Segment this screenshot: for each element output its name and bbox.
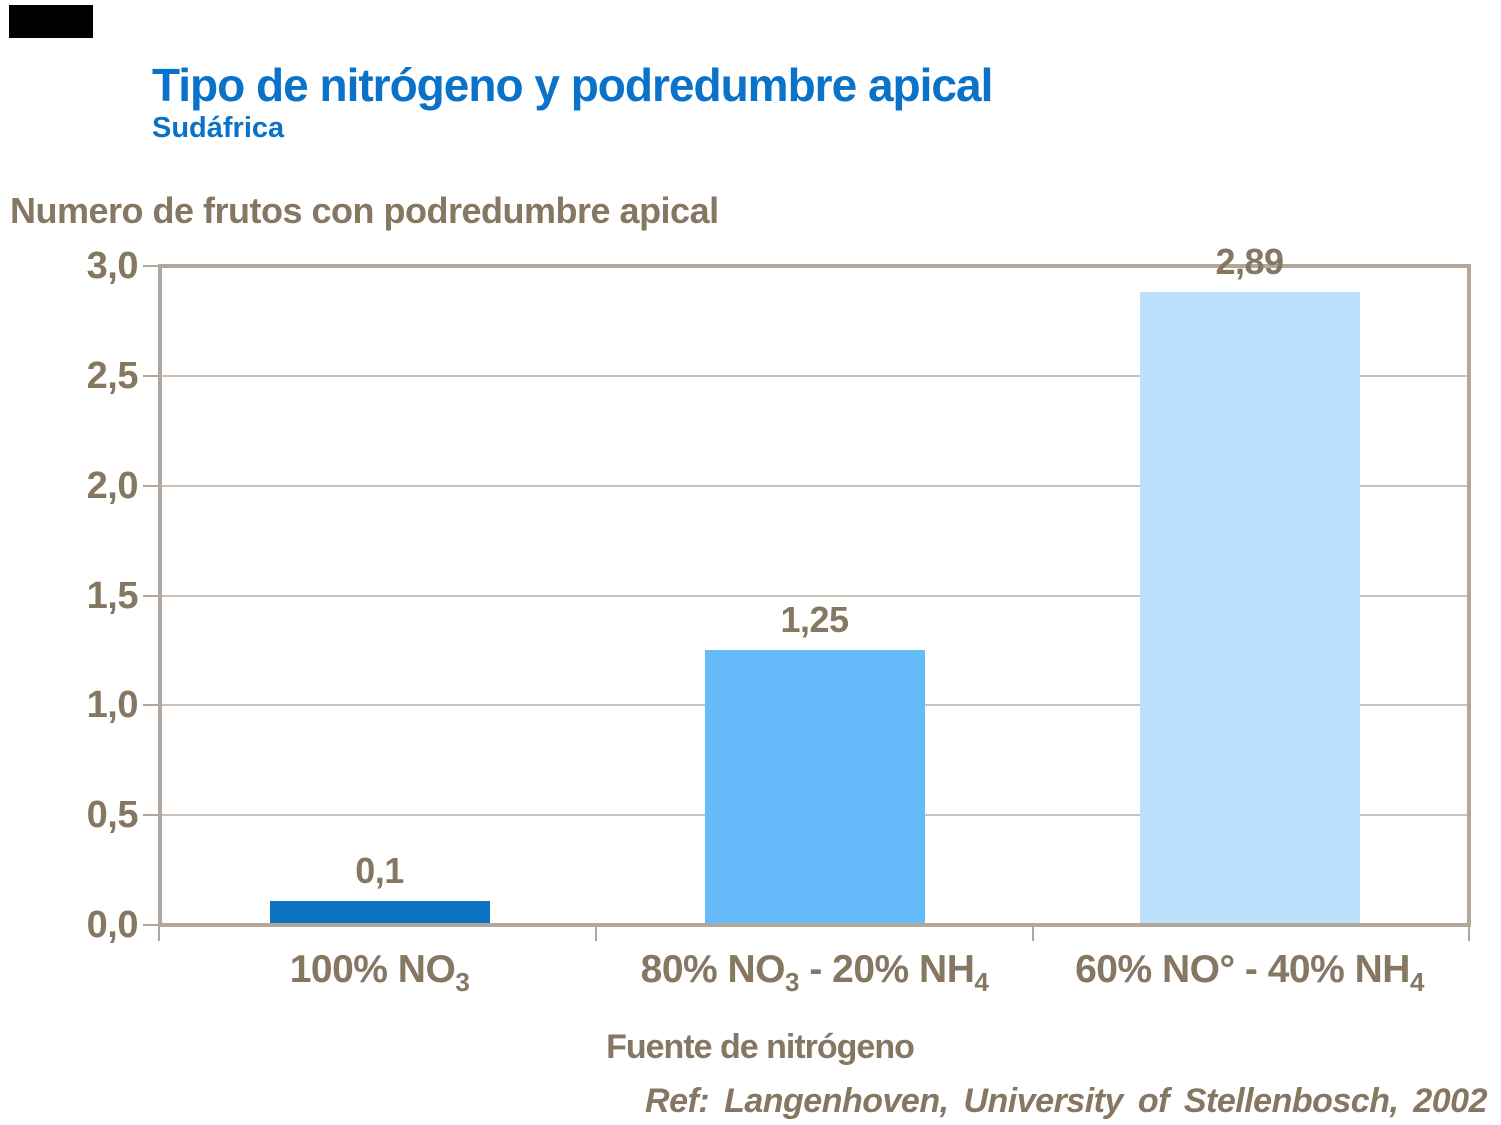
y-tick-mark: [143, 924, 158, 926]
x-category-label: 100% NO3: [162, 948, 597, 997]
y-tick-label: 2,0: [86, 464, 139, 507]
x-tick-mark: [1468, 927, 1470, 941]
x-tick-mark: [158, 927, 160, 941]
y-tick-label: 1,5: [86, 574, 139, 617]
y-axis-title: Numero de frutos con podredumbre apical: [10, 190, 719, 231]
subscript: 4: [1409, 967, 1424, 997]
chart-subtitle: Sudáfrica: [152, 112, 285, 144]
y-tick-label: 0,0: [86, 904, 139, 946]
x-category-label: 80% NO3 - 20% NH4: [597, 948, 1032, 997]
y-tick-label: 1,0: [86, 684, 139, 727]
bar: [269, 901, 490, 923]
x-category-label: 60% NO° - 40% NH4: [1032, 948, 1467, 997]
bar: [1139, 292, 1360, 923]
plot-area: [158, 264, 1471, 927]
x-axis-title: Fuente de nitrógeno: [606, 1028, 915, 1066]
bar-value-label: 1,25: [780, 599, 849, 641]
y-tick-label: 0,5: [86, 794, 139, 837]
label-text: 60% NO° - 40% NH: [1075, 948, 1410, 991]
bar-value-label: 2,89: [1215, 241, 1284, 283]
y-tick-mark: [143, 594, 158, 597]
x-tick-mark: [1032, 927, 1035, 941]
bar-value-label: 0,1: [355, 850, 404, 892]
y-tick-mark: [143, 814, 158, 817]
label-text: 80% NO: [640, 948, 786, 991]
gridline: [162, 594, 1467, 597]
gridline: [162, 374, 1467, 377]
label-text: - 20% NH: [799, 948, 975, 991]
label-text: 100% NO: [289, 948, 456, 991]
subscript: 4: [974, 967, 989, 997]
y-tick-label: 3,0: [86, 245, 139, 287]
y-tick-mark: [143, 484, 158, 487]
y-tick-label: 2,5: [86, 354, 139, 397]
top-left-black-box: [9, 5, 93, 38]
gridline: [162, 484, 1467, 487]
subscript: 3: [785, 967, 799, 997]
bar: [704, 650, 925, 923]
reference-text: Ref: Langenhoven, University of Stellenb…: [645, 1082, 1487, 1120]
subscript: 3: [455, 967, 470, 997]
y-tick-mark: [143, 704, 158, 707]
x-tick-mark: [594, 927, 597, 941]
y-tick-mark: [143, 374, 158, 377]
y-tick-mark: [143, 265, 158, 267]
chart-title: Tipo de nitrógeno y podredumbre apical: [152, 59, 993, 111]
